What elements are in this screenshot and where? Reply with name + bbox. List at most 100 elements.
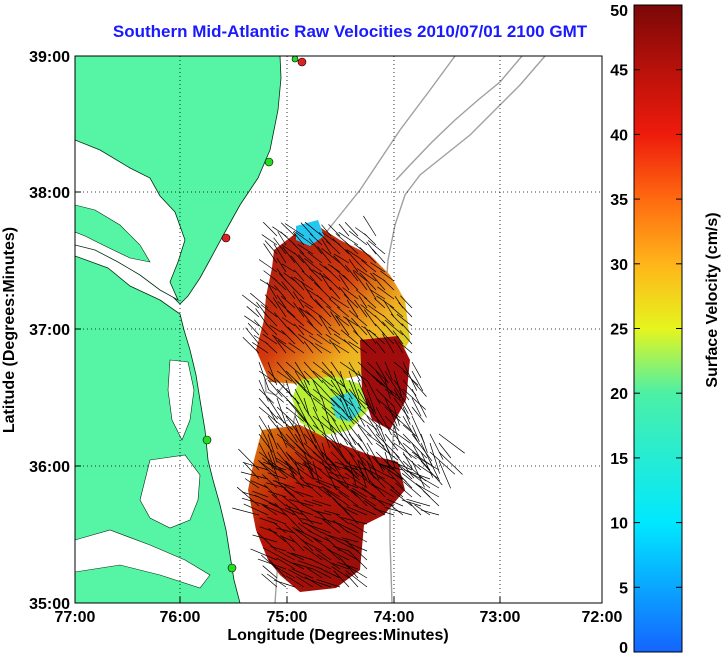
velocity-vector [367, 240, 386, 255]
velocity-vector [262, 221, 278, 237]
velocity-vector [339, 406, 355, 425]
colorbar-tick-label: 35 [610, 192, 628, 209]
velocity-vector [348, 361, 361, 382]
velocity-vector [370, 272, 386, 291]
velocity-vector [299, 299, 314, 309]
velocity-vector [297, 244, 314, 255]
velocity-vector [277, 550, 296, 561]
velocity-vector [269, 324, 287, 336]
station-marker-red [221, 233, 231, 243]
velocity-vector [253, 319, 269, 336]
velocity-vector [281, 330, 296, 345]
velocity-vector [402, 433, 428, 459]
velocity-vector [293, 231, 305, 246]
velocity-vector [319, 461, 341, 480]
velocity-vector [326, 547, 341, 561]
velocity-vector [345, 317, 359, 336]
velocity-vector [353, 271, 368, 291]
velocity-vector [285, 460, 305, 480]
velocity-vector [364, 309, 377, 327]
velocity-vector [293, 302, 305, 318]
velocity-vector [241, 294, 260, 309]
colorbar-label: Surface Velocity (cm/s) [704, 212, 721, 387]
velocity-vector [312, 370, 334, 388]
velocity-vector [339, 424, 352, 445]
velocity-vector [258, 406, 284, 428]
velocity-vector [292, 562, 314, 570]
velocity-vector [261, 573, 278, 588]
velocity-vector [345, 264, 359, 282]
velocity-vector [344, 221, 359, 237]
velocity-vector [303, 460, 315, 480]
velocity-vector [294, 433, 310, 456]
velocity-vector [332, 342, 350, 354]
velocity-vector [314, 548, 332, 561]
velocity-vector [242, 461, 269, 471]
velocity-vector [271, 494, 287, 507]
velocity-vector [285, 388, 300, 404]
velocity-vector [340, 329, 359, 345]
velocity-vector [338, 556, 359, 579]
velocity-vector [343, 339, 359, 354]
velocity-vector [348, 259, 359, 273]
velocity-vector [398, 302, 413, 318]
velocity-vector [366, 370, 386, 387]
velocity-vector [328, 549, 350, 561]
velocity-vector [285, 575, 305, 588]
velocity-vector [429, 451, 456, 475]
velocity-vector [330, 311, 341, 327]
velocity-vector [285, 370, 306, 390]
velocity-vector [258, 415, 275, 441]
velocity-vector [383, 279, 395, 291]
velocity-vector [322, 487, 341, 507]
velocity-vector [304, 576, 323, 588]
velocity-vector [429, 460, 440, 482]
colorbar-tick-label: 40 [610, 127, 628, 144]
velocity-vector [339, 433, 357, 450]
velocity-vector [271, 334, 287, 345]
velocity-vector [281, 244, 296, 255]
velocity-vector [387, 469, 404, 480]
velocity-vector [303, 406, 319, 430]
velocity-vector [281, 263, 296, 273]
velocity-vector [285, 504, 305, 525]
velocity-vector [244, 315, 260, 327]
velocity-vector [330, 388, 354, 407]
velocity-vector [366, 433, 385, 447]
velocity-vector [366, 241, 377, 255]
velocity-vector [357, 433, 369, 452]
velocity-vector [335, 478, 359, 498]
y-tick-label: 36:00 [29, 459, 70, 476]
velocity-vector [402, 397, 413, 416]
velocity-vector [303, 499, 323, 507]
velocity-vector [372, 272, 386, 282]
velocity-vector [369, 289, 386, 300]
velocity-vector [316, 511, 332, 525]
velocity-vector [308, 267, 323, 282]
velocity-vector [294, 252, 305, 264]
velocity-vector [348, 370, 360, 399]
velocity-vector [281, 557, 305, 570]
velocity-vector [367, 478, 386, 498]
velocity-vector [354, 470, 377, 489]
velocity-vector [303, 397, 310, 416]
velocity-vector [283, 488, 305, 507]
velocity-vector [285, 397, 307, 423]
velocity-vector [287, 453, 305, 471]
colorbar-tick-label: 45 [610, 63, 628, 80]
velocity-vector [243, 503, 269, 516]
velocity-vector [417, 456, 431, 471]
velocity-vector [361, 325, 377, 336]
velocity-vector [358, 295, 368, 309]
velocity-vector [303, 442, 322, 459]
map-title: Southern Mid-Atlantic Raw Velocities 201… [112, 22, 588, 41]
velocity-vector [339, 451, 359, 478]
velocity-vector [314, 343, 332, 354]
velocity-vector [363, 296, 377, 309]
velocity-vector [417, 464, 440, 480]
velocity-vector [321, 388, 340, 409]
colorbar-tick-label: 50 [610, 3, 628, 20]
velocity-vector [290, 285, 305, 300]
velocity-vector [335, 315, 350, 336]
velocity-vector [366, 361, 389, 383]
